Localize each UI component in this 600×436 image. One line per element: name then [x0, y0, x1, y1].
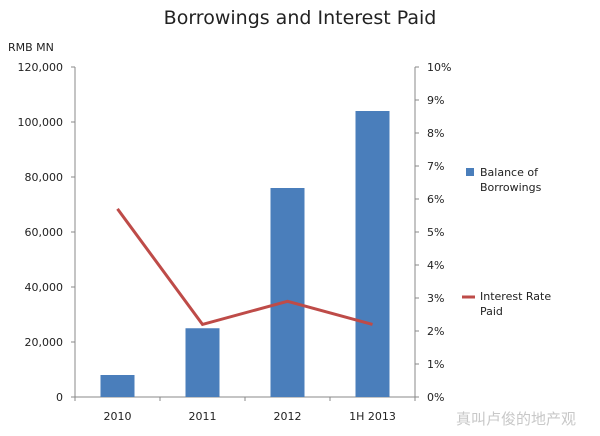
right-tick-label: 2% [427, 325, 444, 338]
interest-rate-line [118, 209, 373, 325]
y-axis-unit-label: RMB MN [8, 41, 54, 54]
bars [101, 111, 390, 397]
x-tick-label: 2010 [104, 410, 132, 423]
right-tick-label: 5% [427, 226, 444, 239]
right-tick-label: 10% [427, 61, 451, 74]
bar [271, 188, 305, 397]
left-tick-label: 60,000 [25, 226, 64, 239]
chart-title: Borrowings and Interest Paid [164, 7, 437, 29]
right-tick-label: 8% [427, 127, 444, 140]
watermark: 真叫卢俊的地产观 [456, 410, 576, 428]
right-tick-label: 6% [427, 193, 444, 206]
line-series [117, 209, 372, 325]
right-tick-label: 4% [427, 259, 444, 272]
left-tick-label: 20,000 [25, 336, 64, 349]
right-tick-label: 9% [427, 94, 444, 107]
left-tick-label: 80,000 [25, 171, 64, 184]
x-tick-label: 2011 [189, 410, 217, 423]
left-tick-label: 120,000 [18, 61, 64, 74]
right-tick-label: 3% [427, 292, 444, 305]
right-tick-label: 0% [427, 391, 444, 404]
right-tick-label: 1% [427, 358, 444, 371]
x-tick-label: 2012 [274, 410, 302, 423]
legend-swatch-bar [466, 168, 474, 176]
bar [101, 375, 135, 397]
right-tick-label: 7% [427, 160, 444, 173]
bar [186, 328, 220, 397]
bar [356, 111, 390, 397]
left-tick-label: 0 [56, 391, 63, 404]
left-tick-label: 100,000 [18, 116, 64, 129]
x-tick-label: 1H 2013 [349, 410, 396, 423]
left-tick-label: 40,000 [25, 281, 64, 294]
